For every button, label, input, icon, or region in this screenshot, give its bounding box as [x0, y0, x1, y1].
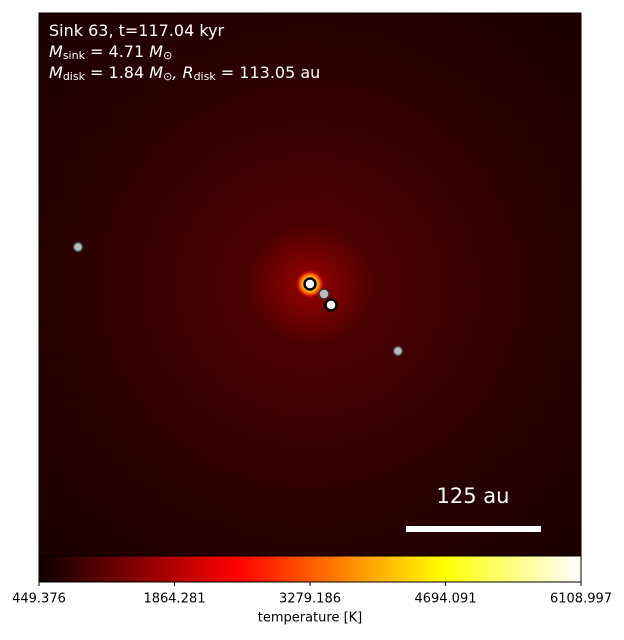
colorbar: [38, 555, 582, 583]
annotation-part: ⊙: [163, 49, 172, 62]
colorbar-tick-label: 449.376: [12, 592, 66, 607]
annotation-part: = 113.05 au: [216, 63, 321, 82]
annotation-part: M: [49, 63, 63, 82]
colorbar-tick-label: 4694.091: [414, 592, 476, 607]
colorbar-label: temperature [K]: [258, 611, 363, 626]
colorbar-tick-label: 6108.997: [550, 592, 612, 607]
annotation-part: M: [149, 42, 163, 61]
annotation-part: disk: [63, 70, 86, 83]
annotation-part: M: [149, 63, 163, 82]
annotation-part: = 1.84: [85, 63, 149, 82]
scale-bar-label: 125 au: [437, 484, 510, 508]
annotation-part: Sink 63, t=117.04 kyr: [49, 21, 225, 40]
colorbar-tick-label: 1864.281: [143, 592, 205, 607]
annotation-part: , R: [172, 63, 193, 82]
colorbar-tick-label: 3279.186: [279, 592, 341, 607]
annotation-part: M: [49, 42, 63, 61]
annotation-part: sink: [63, 49, 86, 62]
annotation-part: = 4.71: [85, 42, 149, 61]
annotation-part: ⊙: [163, 70, 172, 83]
scale-bar: [406, 526, 541, 532]
annotation: Sink 63, t=117.04 kyr: [49, 21, 225, 40]
annotation-part: disk: [194, 70, 217, 83]
annotation: Mdisk = 1.84 M⊙, Rdisk = 113.05 au: [49, 63, 320, 84]
annotation: Msink = 4.71 M⊙: [49, 42, 172, 63]
